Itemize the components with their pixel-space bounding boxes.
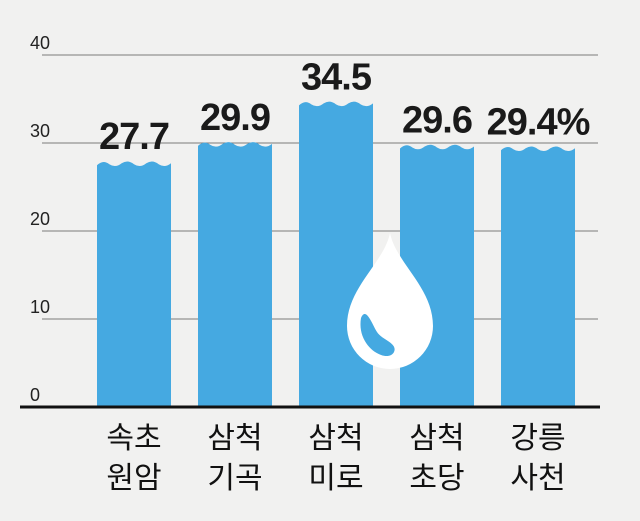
category-label: 기곡 [207,461,262,496]
value-label: 34.5 [301,56,372,98]
y-axis-ticks: 0 10 20 30 40 [30,33,50,405]
water-drop-highlight [360,313,395,357]
y-tick-label: 0 [30,385,40,405]
category-label: 미로 [308,461,363,496]
category-label: 삼척 [308,421,363,456]
bar [299,101,373,407]
category-label: 사천 [510,461,565,496]
y-tick-label: 20 [30,209,50,229]
y-tick-label: 30 [30,121,50,141]
category-label: 원암 [106,461,161,496]
value-label: 29.4% [487,101,590,143]
category-label: 속초 [106,421,161,456]
category-label: 삼척 [207,421,262,456]
category-label: 초당 [409,461,464,496]
water-drop-icon [347,233,433,369]
value-labels: 27.7 29.9 34.5 29.6 29.4% [99,56,591,158]
bar [501,146,575,407]
value-label: 29.6 [402,100,472,142]
value-label: 27.7 [99,116,169,158]
bar [198,142,272,407]
y-tick-label: 40 [30,33,50,53]
y-tick-label: 10 [30,297,50,317]
bar [97,161,171,407]
value-label: 29.9 [200,97,270,139]
category-label: 삼척 [409,421,464,456]
category-label: 강릉 [510,421,565,456]
